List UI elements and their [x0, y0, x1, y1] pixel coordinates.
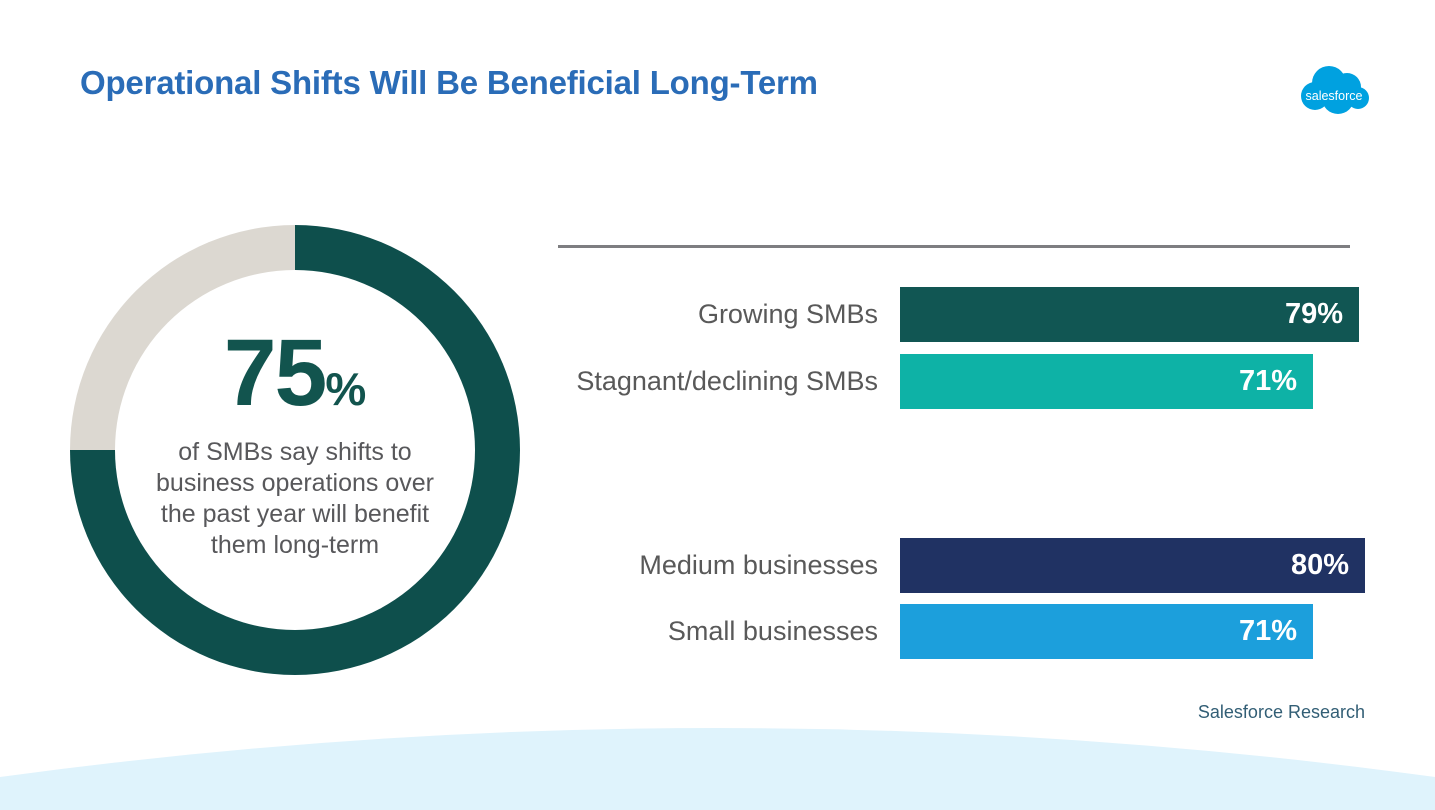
donut-caption: of SMBs say shifts to business operation… [156, 437, 434, 561]
donut-caption-line: of SMBs say shifts to [178, 437, 412, 466]
bar-value: 71% [1238, 615, 1297, 647]
bar-stagnant-declining-smbs: 71% [900, 354, 1313, 409]
bar-row-medium-businesses: Medium businesses 80% [530, 538, 1365, 593]
bar-small-businesses: 71% [900, 604, 1313, 659]
page-title: Operational Shifts Will Be Beneficial Lo… [80, 64, 818, 101]
bar-value: 79% [1284, 298, 1343, 330]
bar-value: 80% [1290, 549, 1349, 581]
donut-caption-line: the past year will benefit [160, 499, 430, 528]
bar-growing-smbs: 79% [900, 287, 1359, 342]
salesforce-logo-text: salesforce [1306, 89, 1363, 103]
bar-label: Stagnant/declining SMBs [576, 366, 878, 396]
salesforce-logo: salesforce [1296, 60, 1374, 120]
source-credit: Salesforce Research [1197, 702, 1365, 722]
salesforce-cloud-icon: salesforce [1301, 66, 1369, 114]
bottom-wave [0, 728, 1435, 810]
donut-caption-line: them long-term [210, 530, 380, 559]
donut-chart: 75% of SMBs say shifts to business opera… [70, 225, 520, 675]
bar-label: Small businesses [667, 616, 878, 646]
bar-value: 71% [1238, 365, 1297, 397]
bar-label: Growing SMBs [697, 299, 878, 329]
bar-row-stagnant-declining-smbs: Stagnant/declining SMBs 71% [530, 354, 1313, 409]
bar-row-growing-smbs: Growing SMBs 79% [530, 287, 1359, 342]
donut-caption-line: business operations over [156, 468, 434, 497]
bar-row-small-businesses: Small businesses 71% [530, 604, 1313, 659]
donut-center: 75% of SMBs say shifts to business opera… [115, 270, 475, 630]
donut-value-unit: % [325, 363, 367, 416]
bar-label: Medium businesses [639, 550, 878, 580]
donut-value: 75% [224, 326, 367, 421]
donut-value-number: 75 [223, 320, 328, 427]
chart-divider [558, 245, 1350, 248]
bar-medium-businesses: 80% [900, 538, 1365, 593]
